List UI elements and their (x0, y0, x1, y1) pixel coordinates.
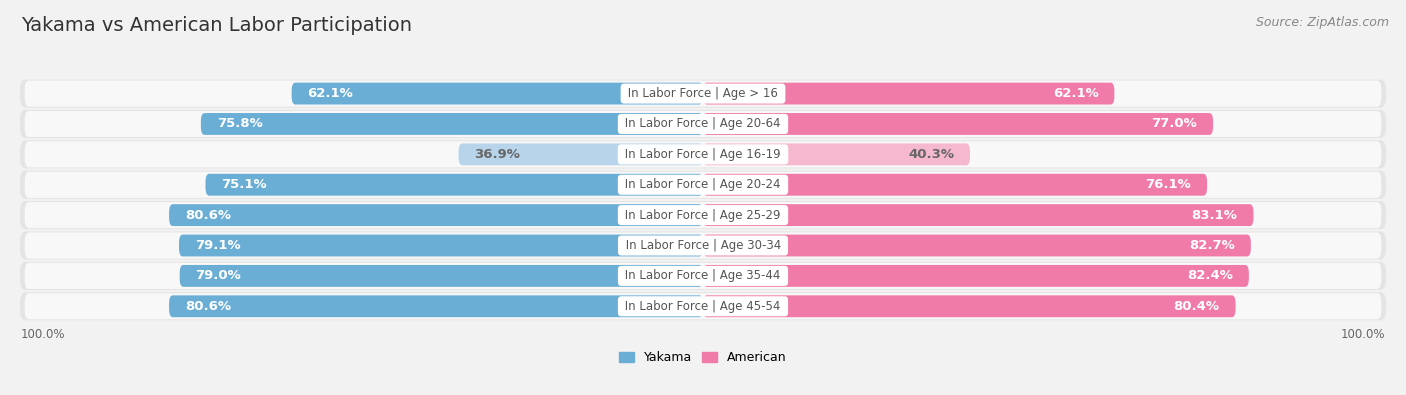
Text: In Labor Force | Age 20-24: In Labor Force | Age 20-24 (621, 178, 785, 191)
FancyBboxPatch shape (179, 235, 703, 256)
FancyBboxPatch shape (25, 141, 1381, 167)
Text: 100.0%: 100.0% (1341, 328, 1385, 341)
FancyBboxPatch shape (21, 141, 1385, 168)
FancyBboxPatch shape (25, 81, 1381, 107)
Text: In Labor Force | Age 35-44: In Labor Force | Age 35-44 (621, 269, 785, 282)
Text: 79.0%: 79.0% (195, 269, 242, 282)
FancyBboxPatch shape (703, 204, 1254, 226)
FancyBboxPatch shape (21, 293, 1385, 320)
FancyBboxPatch shape (180, 265, 703, 287)
FancyBboxPatch shape (205, 174, 703, 196)
FancyBboxPatch shape (169, 295, 703, 317)
FancyBboxPatch shape (25, 111, 1381, 137)
FancyBboxPatch shape (703, 143, 970, 165)
Text: 75.8%: 75.8% (217, 117, 263, 130)
FancyBboxPatch shape (21, 263, 1385, 289)
FancyBboxPatch shape (21, 232, 1385, 259)
Text: In Labor Force | Age 25-29: In Labor Force | Age 25-29 (621, 209, 785, 222)
Text: 76.1%: 76.1% (1146, 178, 1191, 191)
FancyBboxPatch shape (21, 111, 1385, 137)
Text: In Labor Force | Age 20-64: In Labor Force | Age 20-64 (621, 117, 785, 130)
FancyBboxPatch shape (703, 113, 1213, 135)
FancyBboxPatch shape (25, 232, 1381, 259)
Text: In Labor Force | Age 45-54: In Labor Force | Age 45-54 (621, 300, 785, 313)
Text: 80.6%: 80.6% (186, 300, 231, 313)
Text: 62.1%: 62.1% (308, 87, 353, 100)
FancyBboxPatch shape (703, 265, 1249, 287)
FancyBboxPatch shape (25, 263, 1381, 289)
Text: Source: ZipAtlas.com: Source: ZipAtlas.com (1256, 16, 1389, 29)
Text: 79.1%: 79.1% (195, 239, 240, 252)
FancyBboxPatch shape (703, 83, 1115, 105)
FancyBboxPatch shape (25, 202, 1381, 228)
Text: 77.0%: 77.0% (1152, 117, 1197, 130)
FancyBboxPatch shape (703, 174, 1208, 196)
Text: 75.1%: 75.1% (221, 178, 267, 191)
FancyBboxPatch shape (703, 235, 1251, 256)
FancyBboxPatch shape (21, 171, 1385, 198)
FancyBboxPatch shape (21, 202, 1385, 228)
Text: 80.6%: 80.6% (186, 209, 231, 222)
FancyBboxPatch shape (291, 83, 703, 105)
Text: 82.7%: 82.7% (1189, 239, 1234, 252)
FancyBboxPatch shape (458, 143, 703, 165)
Legend: Yakama, American: Yakama, American (614, 346, 792, 369)
FancyBboxPatch shape (21, 80, 1385, 107)
Text: 40.3%: 40.3% (908, 148, 955, 161)
Text: 100.0%: 100.0% (21, 328, 65, 341)
Text: Yakama vs American Labor Participation: Yakama vs American Labor Participation (21, 16, 412, 35)
Text: 62.1%: 62.1% (1053, 87, 1098, 100)
Text: In Labor Force | Age 30-34: In Labor Force | Age 30-34 (621, 239, 785, 252)
Text: 80.4%: 80.4% (1174, 300, 1220, 313)
FancyBboxPatch shape (25, 172, 1381, 198)
Text: 83.1%: 83.1% (1192, 209, 1237, 222)
Text: 36.9%: 36.9% (474, 148, 520, 161)
FancyBboxPatch shape (25, 293, 1381, 319)
Text: 82.4%: 82.4% (1187, 269, 1233, 282)
FancyBboxPatch shape (169, 204, 703, 226)
FancyBboxPatch shape (201, 113, 703, 135)
FancyBboxPatch shape (703, 295, 1236, 317)
Text: In Labor Force | Age 16-19: In Labor Force | Age 16-19 (621, 148, 785, 161)
Text: In Labor Force | Age > 16: In Labor Force | Age > 16 (624, 87, 782, 100)
